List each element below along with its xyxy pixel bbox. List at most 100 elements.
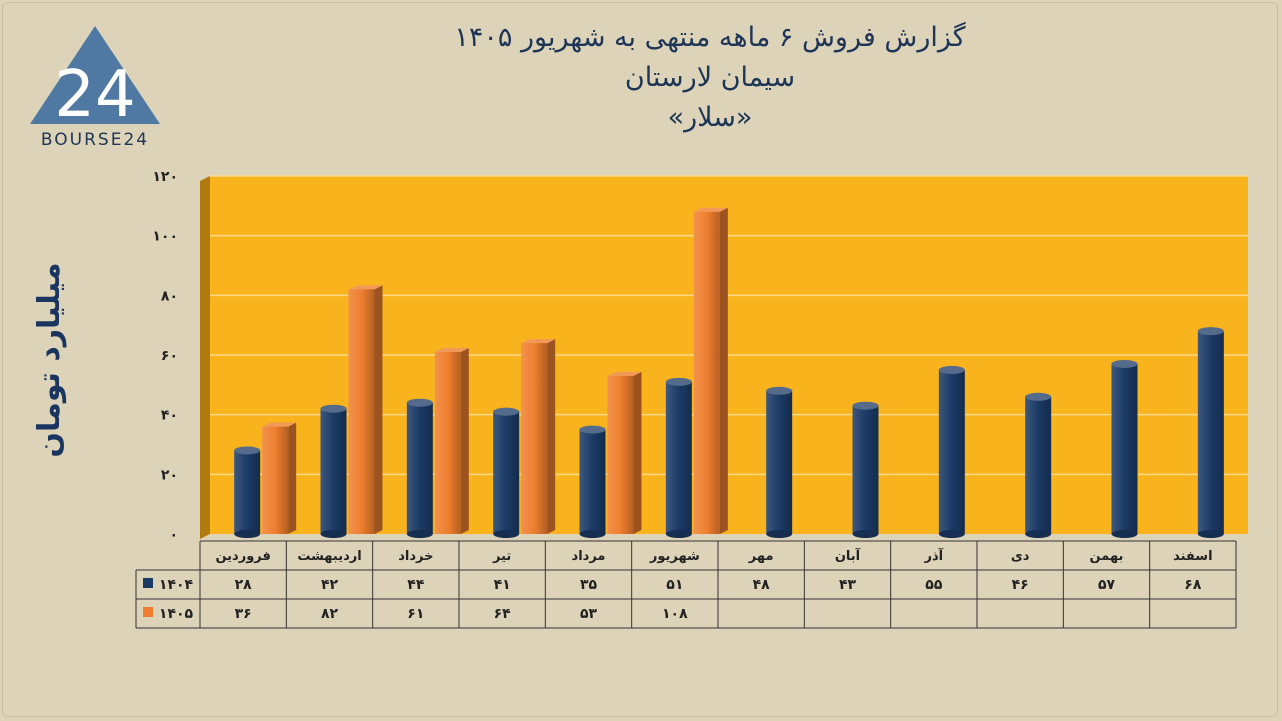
bar-1404-top (579, 425, 606, 434)
x-tick-label: خرداد (398, 549, 433, 564)
bar-1404-base (1111, 530, 1138, 538)
bar-1405-side (633, 371, 642, 534)
x-tick-label: مهر (748, 549, 774, 564)
bar-1404 (766, 390, 793, 534)
x-tick-label: بهمن (1090, 549, 1124, 564)
bar-1404-top (1111, 359, 1138, 368)
bar-1404-top (665, 377, 692, 386)
bar-1404-base (234, 530, 261, 538)
data-label: ۶۸ (1184, 577, 1202, 593)
x-tick-label: شهریور (649, 549, 700, 564)
bar-1405-top (262, 422, 297, 427)
logo-triangle (30, 26, 160, 124)
data-label: ۵۷ (1098, 577, 1116, 593)
bar-1404 (852, 405, 879, 534)
bar-1404-base (852, 530, 879, 538)
bar-1404-base (665, 530, 692, 538)
title-line-1: گزارش فروش ۶ ماهه منتهی به شهریور ۱۴۰۵ (454, 22, 966, 53)
title-line-2: سیمان لارستان (624, 62, 796, 93)
bar-1404-base (766, 530, 793, 538)
x-tick-label: آذر (924, 547, 944, 564)
logo-number: 24 (54, 58, 135, 132)
y-tick-label: ۱۲۰ (152, 169, 178, 185)
bar-1404 (1025, 396, 1052, 534)
legend-swatch (143, 578, 153, 588)
bar-1404-base (406, 530, 433, 538)
bourse24-logo: 24 (30, 26, 160, 132)
data-label: ۴۱ (494, 577, 511, 593)
bar-1404-base (1025, 530, 1052, 538)
chart-title: گزارش فروش ۶ ماهه منتهی به شهریور ۱۴۰۵ س… (300, 18, 1120, 138)
bar-1405-top (348, 285, 383, 290)
bar-1404-base (938, 530, 965, 538)
y-tick-label: ۲۰ (161, 467, 178, 483)
data-label: ۳۶ (235, 606, 252, 622)
data-label: ۵۱ (666, 577, 683, 593)
x-tick-label: اردیبهشت (297, 549, 361, 564)
bar-1404-top (493, 407, 520, 416)
bar-1404-top (852, 401, 879, 410)
logo-text: BOURSE24 (40, 130, 150, 150)
legend-swatch (143, 607, 153, 617)
bar-1404 (938, 369, 965, 534)
bar-1404-top (406, 398, 433, 407)
bar-1404-top (234, 446, 261, 455)
plot-side-wall (200, 176, 210, 539)
x-tick-label: مرداد (572, 549, 606, 564)
data-label: ۶۴ (494, 606, 512, 622)
y-tick-label: ۴۰ (161, 408, 178, 424)
data-label: ۶۱ (407, 606, 424, 622)
bar-1404-top (1197, 327, 1224, 336)
data-label: ۵۵ (925, 577, 943, 593)
data-label: ۴۳ (839, 577, 857, 593)
bar-1404 (493, 411, 520, 534)
bar-1405-top (521, 339, 556, 344)
bar-1404 (1111, 363, 1138, 534)
bar-1404-top (320, 404, 347, 413)
x-tick-label: دی (1011, 549, 1030, 564)
bar-1405 (434, 352, 461, 534)
bar-1405-top (693, 207, 728, 212)
bar-1405 (693, 211, 720, 535)
data-label: ۳۵ (580, 577, 598, 593)
y-tick-label: ۱۰۰ (152, 229, 178, 245)
y-tick-label: ۸۰ (161, 288, 178, 304)
bar-1404 (1197, 331, 1224, 534)
data-label: ۲۸ (235, 577, 253, 593)
x-tick-label: اسفند (1173, 549, 1212, 564)
bar-1405-side (460, 348, 469, 534)
bar-1404-top (938, 365, 965, 374)
bar-1404 (406, 402, 433, 534)
bar-1404 (320, 408, 347, 534)
x-tick-label: آبان (835, 547, 861, 564)
bar-1404 (579, 429, 606, 534)
bar-1404-base (493, 530, 520, 538)
data-label: ۴۶ (1012, 577, 1029, 593)
legend-label: ۱۴۰۵ (159, 606, 194, 622)
x-tick-label: تیر (492, 549, 511, 564)
bar-1404 (234, 450, 261, 534)
bar-1404-top (1025, 392, 1052, 401)
data-label: ۱۰۸ (662, 606, 688, 622)
data-label: ۸۲ (321, 606, 339, 622)
data-label: ۵۳ (580, 606, 598, 622)
bar-1404-base (1197, 530, 1224, 538)
bar-1405-side (288, 422, 297, 534)
bar-1405-side (374, 285, 383, 534)
bar-1405 (607, 375, 634, 534)
bar-1405-top (607, 371, 642, 376)
title-line-3: «سلار» (667, 102, 753, 133)
bar-1404-base (579, 530, 606, 538)
bar-1405-side (719, 207, 728, 535)
bar-1405 (262, 426, 289, 534)
bar-1404-top (766, 386, 793, 395)
y-tick-label: ۶۰ (161, 348, 178, 364)
x-tick-label: فروردین (215, 549, 270, 564)
data-label: ۴۴ (407, 577, 425, 593)
bar-1404-base (320, 530, 347, 538)
bar-1404 (665, 381, 692, 534)
data-label: ۴۸ (753, 577, 771, 593)
y-tick-label: ۰ (169, 527, 178, 543)
